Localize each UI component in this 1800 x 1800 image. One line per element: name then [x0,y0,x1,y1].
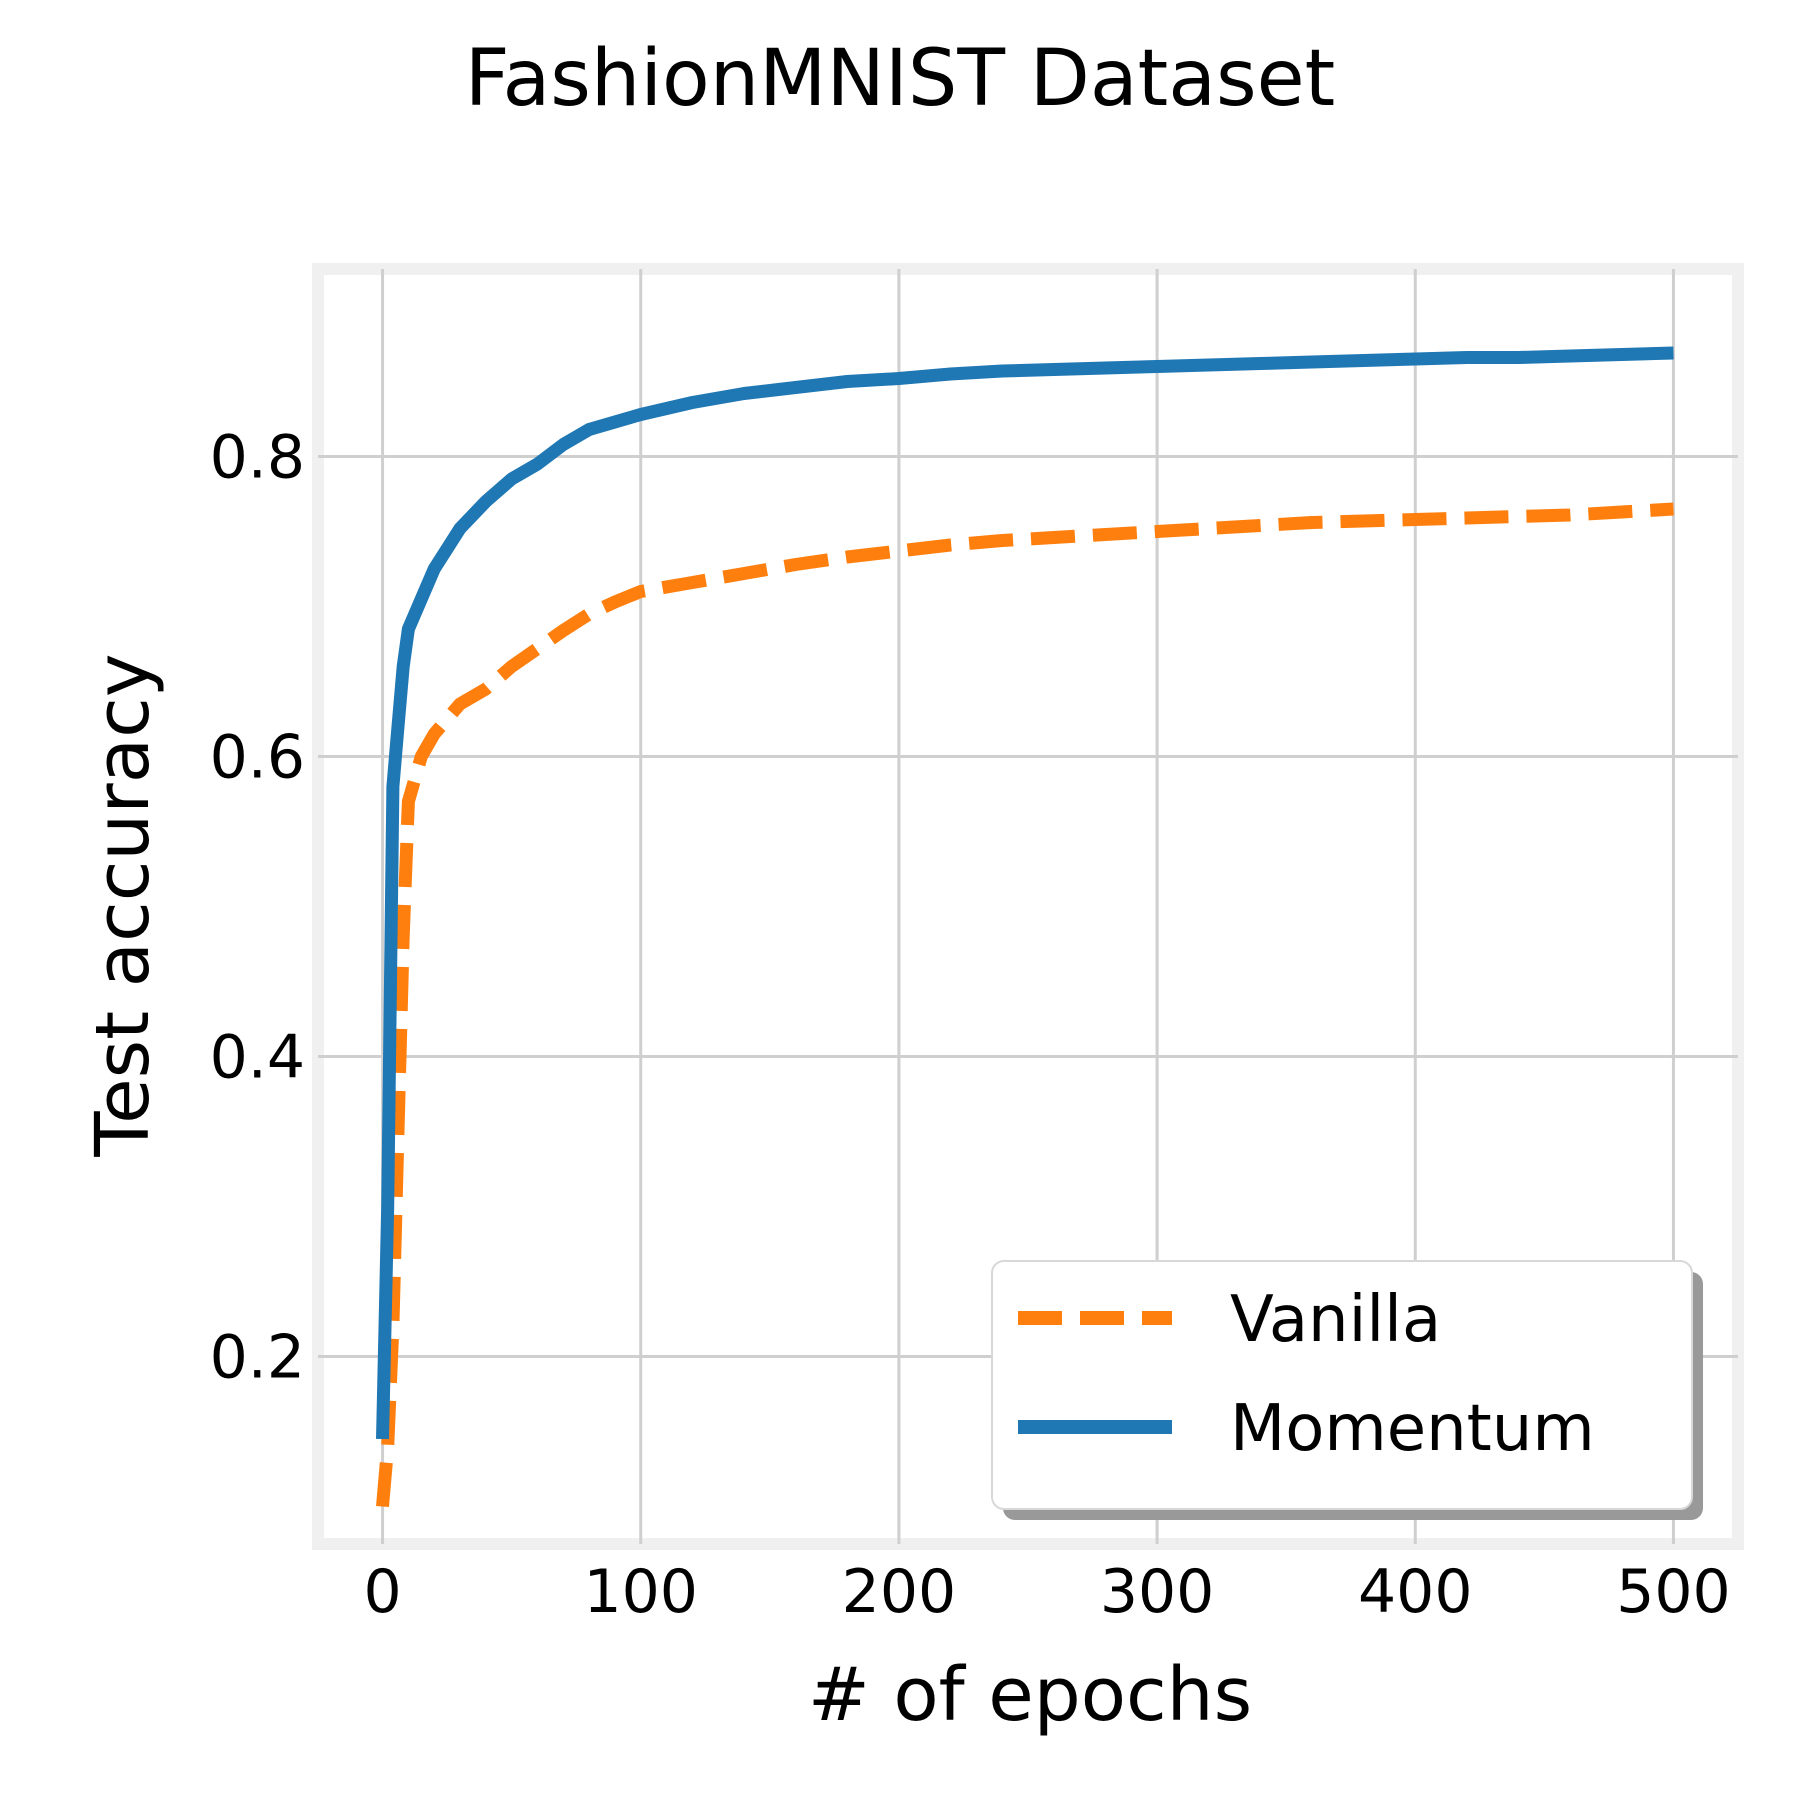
x-axis-label: # of epochs [808,1652,1252,1738]
series-line-vanilla [376,502,1674,1508]
x-tick-label: 500 [1616,1557,1731,1627]
series-layer [376,346,1674,1508]
x-tick-labels: 0 100 200 300 400 500 [363,1557,1730,1627]
y-tick-label: 0.6 [210,723,305,793]
x-tick-label: 100 [583,1557,698,1627]
x-tick-label: 0 [363,1557,401,1627]
chart-title: FashionMNIST Dataset [465,34,1335,124]
y-tick-label: 0.8 [210,423,305,493]
series-line-momentum [376,346,1674,1440]
legend: Vanilla Momentum [991,1260,1703,1520]
x-tick-label: 200 [842,1557,957,1627]
legend-label-momentum: Momentum [1230,1392,1595,1466]
y-tick-label: 0.2 [210,1323,305,1393]
x-tick-label: 300 [1100,1557,1215,1627]
y-tick-label: 0.4 [210,1023,305,1093]
legend-label-vanilla: Vanilla [1230,1283,1441,1357]
y-tick-labels: 0.2 0.4 0.6 0.8 [210,423,305,1393]
y-axis-label: Test accuracy [80,653,166,1157]
x-tick-label: 400 [1358,1557,1473,1627]
